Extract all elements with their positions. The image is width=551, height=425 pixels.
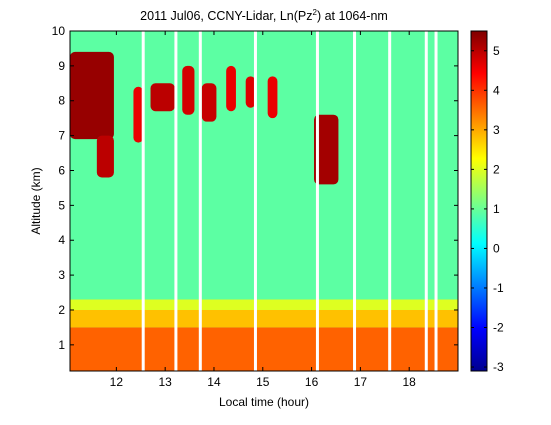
plot-frame (69, 30, 459, 372)
cloud-region (150, 83, 175, 112)
x-axis-label: Local time (hour) (219, 395, 309, 409)
data-gap (434, 31, 438, 371)
colorbar-tick-label: -3 (493, 360, 504, 374)
boundary-layer-band (70, 327, 458, 371)
cloud-region (267, 76, 278, 119)
cloud-region (314, 114, 339, 185)
cloud-region (201, 83, 217, 122)
y-tick-label: 10 (52, 24, 66, 38)
cloud-region (70, 51, 114, 140)
boundary-layer-group (70, 299, 458, 371)
x-tick-label: 17 (354, 375, 368, 389)
cloud-region (133, 86, 144, 143)
y-tick-label: 1 (58, 338, 65, 352)
plot-area (70, 31, 458, 371)
x-tick-label: 12 (110, 375, 124, 389)
data-gap (388, 31, 392, 371)
x-tick-label: 14 (207, 375, 221, 389)
chart-title: 2011 Jul06, CCNY-Lidar, Ln(Pz2) at 1064-… (140, 8, 388, 23)
colorbar-tick-label: 1 (493, 202, 500, 216)
cloud-region (245, 76, 256, 108)
colorbar-tick-label: 5 (493, 44, 500, 58)
x-tick-label: 15 (256, 375, 270, 389)
colorbar (470, 30, 488, 372)
y-tick-label: 6 (58, 163, 65, 177)
colorbar-tick-label: -1 (493, 281, 504, 295)
boundary-layer-band (70, 309, 458, 328)
colorbar-tick-label: 3 (493, 123, 500, 137)
colorbar-tick-label: -2 (493, 321, 504, 335)
y-tick-label: 9 (58, 59, 65, 73)
colorbar-tick-label: 0 (493, 241, 500, 255)
y-tick-label: 2 (58, 303, 65, 317)
colorbar-tick-label: 4 (493, 83, 500, 97)
data-gap (353, 31, 357, 371)
x-tick-label: 13 (158, 375, 172, 389)
y-tick-label: 7 (58, 129, 65, 143)
cloud-region (96, 135, 114, 178)
colorbar-tick-label: 2 (493, 162, 500, 176)
data-gap (253, 31, 257, 371)
cloud-region (226, 65, 236, 112)
x-tick-label: 18 (403, 375, 417, 389)
data-gap (174, 31, 178, 371)
y-tick-label: 4 (58, 233, 65, 247)
x-axis-ticks: 12 13 14 15 16 17 18 (110, 31, 417, 389)
x-tick-label: 16 (305, 375, 319, 389)
data-gap (198, 31, 202, 371)
boundary-layer-band (70, 299, 458, 310)
cloud-layer-group (70, 51, 339, 185)
colorbar-ticks: 5 4 3 2 1 0 -1 -2 -3 (471, 44, 504, 374)
data-gap (141, 31, 145, 371)
data-gap (315, 31, 319, 371)
data-gap-group (141, 31, 438, 371)
y-axis-ticks: 1 2 3 4 5 6 7 8 9 10 (52, 24, 458, 352)
data-gap (424, 31, 428, 371)
y-tick-label: 5 (58, 198, 65, 212)
cloud-region (182, 65, 195, 115)
y-axis-label: Altitude (km) (29, 167, 43, 234)
y-tick-label: 3 (58, 268, 65, 282)
y-tick-label: 8 (58, 94, 65, 108)
